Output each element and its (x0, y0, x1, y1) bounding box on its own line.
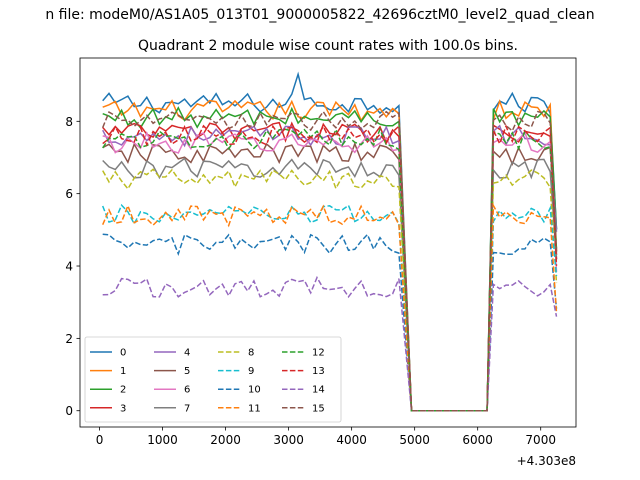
x-tick-label: 1000 (147, 433, 178, 447)
legend-label-10: 10 (248, 385, 261, 396)
x-tick-label: 0 (96, 433, 104, 447)
x-tick-label: 7000 (525, 433, 556, 447)
x-tick-label: 3000 (273, 433, 304, 447)
x-tick-label: 4000 (336, 433, 367, 447)
x-tick-label: 6000 (462, 433, 493, 447)
series-line-13 (102, 124, 558, 412)
y-tick-label: 8 (65, 115, 73, 129)
legend-label-0: 0 (120, 348, 126, 359)
legend-label-5: 5 (184, 366, 190, 377)
series-line-12 (102, 127, 558, 412)
x-offset-label: +4.303e8 (517, 454, 576, 468)
legend-label-15: 15 (312, 403, 325, 414)
y-tick-label: 2 (65, 332, 73, 346)
series-line-15 (102, 110, 558, 412)
chart-title: Quadrant 2 module wise count rates with … (138, 38, 518, 54)
legend-box (84, 336, 342, 423)
y-tick-label: 0 (65, 404, 73, 418)
legend-label-9: 9 (248, 366, 254, 377)
legend-label-14: 14 (312, 385, 325, 396)
x-tick-label: 2000 (210, 433, 241, 447)
y-tick-label: 6 (65, 187, 73, 201)
x-tick-label: 5000 (399, 433, 430, 447)
legend-label-6: 6 (184, 385, 190, 396)
series-line-14 (102, 275, 558, 412)
legend-label-1: 1 (120, 366, 126, 377)
axes-frame (79, 57, 577, 428)
legend-label-4: 4 (184, 348, 190, 359)
legend-label-13: 13 (312, 366, 325, 377)
legend-label-2: 2 (120, 385, 126, 396)
legend-label-8: 8 (248, 348, 254, 359)
legend-label-12: 12 (312, 348, 325, 359)
y-tick-label: 4 (65, 260, 73, 274)
axes: 0 1000 2000 3000 4000 5000 6000 7000 0 2 4 6 8 +4.303… (65, 57, 577, 468)
figure-suptitle: n file: modeM0/AS1A05_013T01_9000005822_… (45, 7, 594, 23)
plot-area (102, 71, 558, 412)
legend-label-7: 7 (184, 403, 190, 414)
legend-label-3: 3 (120, 403, 126, 414)
legend-label-11: 11 (248, 403, 261, 414)
